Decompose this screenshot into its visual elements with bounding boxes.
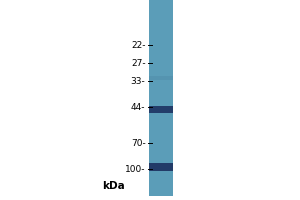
Text: kDa: kDa	[102, 181, 124, 191]
Bar	[148, 76, 172, 80]
Text: 100-: 100-	[125, 164, 146, 173]
Text: 70-: 70-	[131, 138, 146, 148]
Text: 27-: 27-	[131, 58, 146, 68]
Bar	[148, 106, 172, 113]
Text: 33-: 33-	[131, 76, 146, 86]
Text: 22-: 22-	[131, 40, 146, 49]
Text: 44-: 44-	[131, 102, 146, 112]
Bar	[148, 163, 172, 171]
Bar	[148, 0, 172, 196]
